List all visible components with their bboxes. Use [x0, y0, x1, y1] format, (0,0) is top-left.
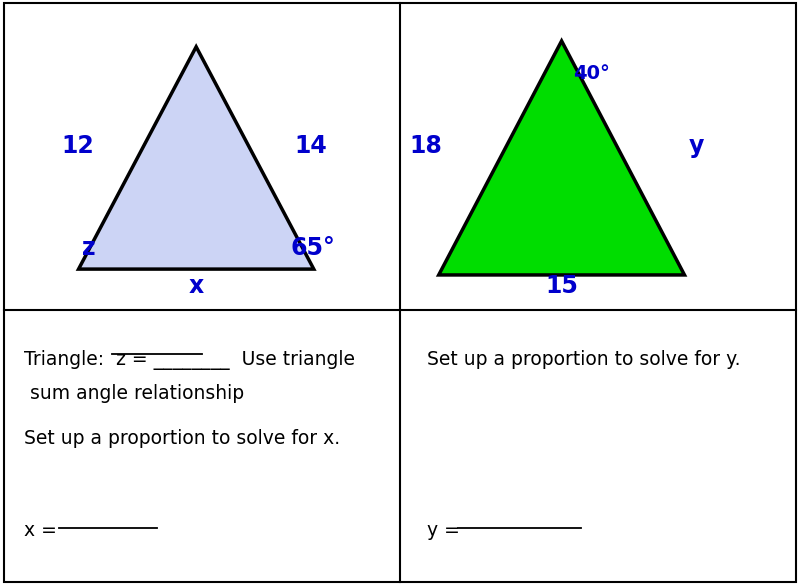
Text: 65°: 65° — [290, 236, 335, 260]
Polygon shape — [78, 47, 314, 269]
Text: 14: 14 — [294, 134, 327, 159]
Text: Set up a proportion to solve for x.: Set up a proportion to solve for x. — [24, 429, 340, 448]
Text: sum angle relationship: sum angle relationship — [24, 384, 244, 403]
Text: Set up a proportion to solve for y.: Set up a proportion to solve for y. — [427, 350, 741, 369]
Text: 12: 12 — [62, 134, 94, 159]
Text: x: x — [189, 274, 204, 298]
Text: x =: x = — [24, 521, 57, 540]
Text: 15: 15 — [545, 274, 578, 298]
Text: y: y — [688, 134, 704, 159]
Text: 40°: 40° — [573, 64, 610, 83]
Polygon shape — [438, 41, 685, 275]
Text: 18: 18 — [410, 134, 442, 159]
Text: z: z — [82, 236, 96, 260]
Text: y =: y = — [427, 521, 460, 540]
Text: Triangle:  z = ________  Use triangle: Triangle: z = ________ Use triangle — [24, 350, 354, 370]
